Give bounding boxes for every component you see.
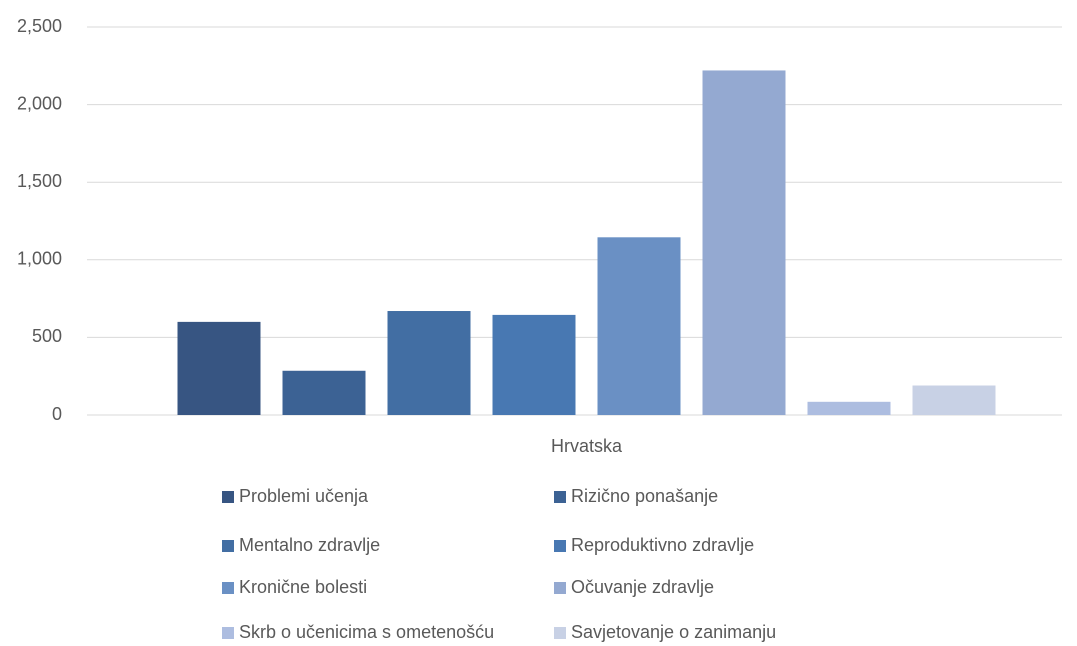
legend-swatch — [554, 491, 566, 503]
legend-swatch — [554, 627, 566, 639]
y-tick-label: 0 — [52, 404, 62, 424]
legend-swatch — [554, 582, 566, 594]
y-tick-label: 500 — [32, 326, 62, 346]
legend-label: Mentalno zdravlje — [239, 535, 380, 555]
legend-label: Kronične bolesti — [239, 577, 367, 597]
legend-label: Rizično ponašanje — [571, 486, 718, 506]
bar — [282, 370, 366, 415]
legend-label: Reproduktivno zdravlje — [571, 535, 754, 555]
legend-label: Očuvanje zdravlje — [571, 577, 714, 597]
y-tick-label: 1,500 — [17, 171, 62, 191]
legend-label: Savjetovanje o zanimanju — [571, 622, 776, 642]
legend-swatch — [554, 540, 566, 552]
bar — [387, 311, 471, 415]
x-tick-label: Hrvatska — [551, 436, 623, 456]
y-tick-label: 1,000 — [17, 249, 62, 269]
bar — [492, 314, 576, 415]
legend-label: Problemi učenja — [239, 486, 369, 506]
legend-swatch — [222, 491, 234, 503]
bar — [807, 401, 891, 415]
legend-label: Skrb o učenicima s ometenošću — [239, 622, 494, 642]
legend-swatch — [222, 627, 234, 639]
y-tick-label: 2,000 — [17, 93, 62, 113]
bar — [177, 321, 261, 415]
legend-swatch — [222, 582, 234, 594]
y-tick-label: 2,500 — [17, 16, 62, 36]
bar — [912, 385, 996, 415]
bar — [597, 237, 681, 415]
bar — [702, 70, 786, 416]
legend-swatch — [222, 540, 234, 552]
